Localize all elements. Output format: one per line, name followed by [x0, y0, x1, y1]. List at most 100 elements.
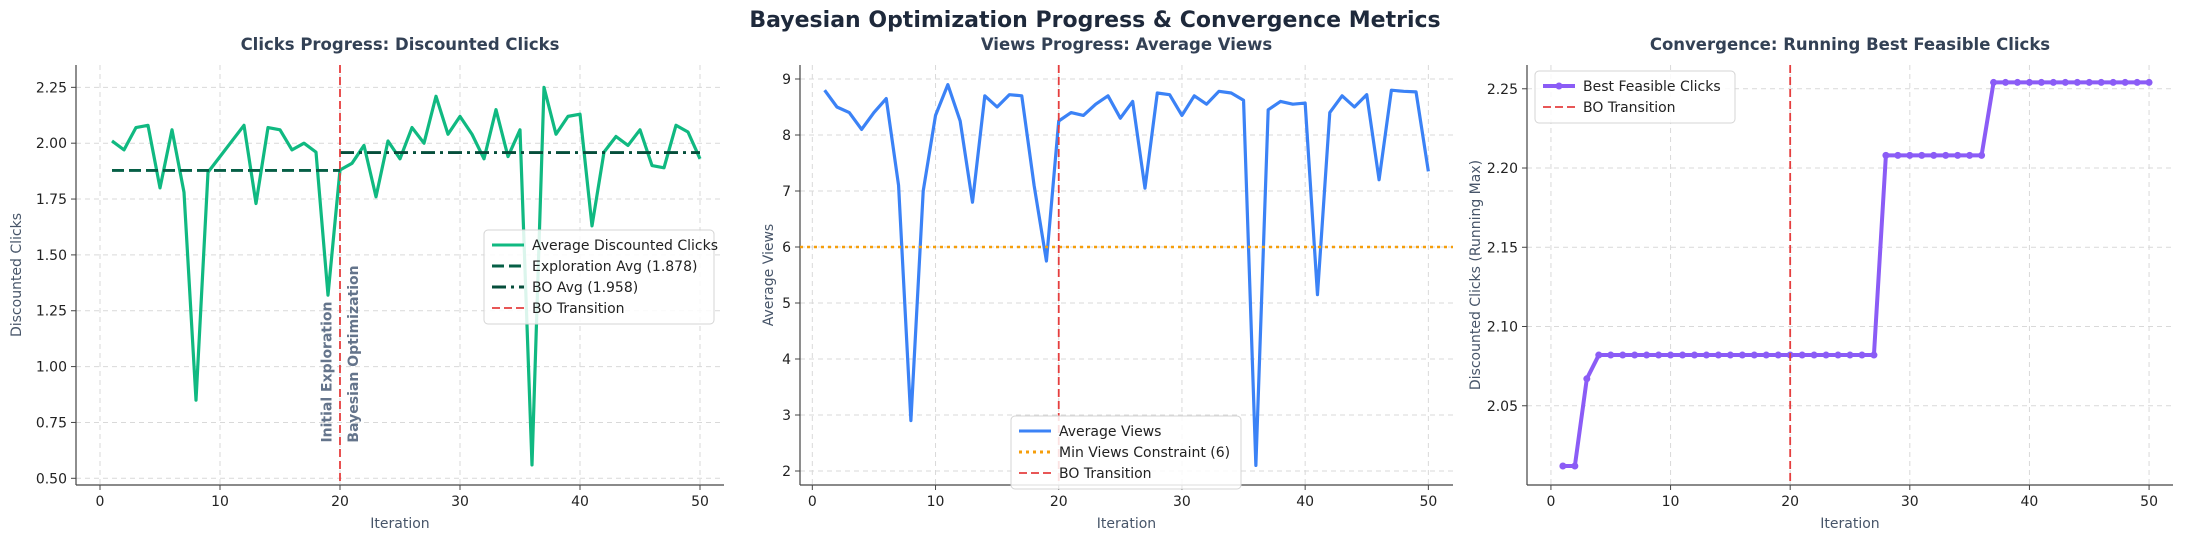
data-point	[1930, 151, 1938, 159]
plot-area	[111, 65, 702, 485]
plot-area	[1559, 65, 2153, 485]
y-tick-label: 7	[782, 184, 791, 200]
data-point	[1750, 351, 1758, 359]
data-point	[2061, 78, 2069, 86]
y-tick-label: 9	[782, 72, 791, 88]
x-axis-label: Iteration	[1820, 516, 1879, 532]
data-point	[2121, 78, 2129, 86]
legend-label: Average Discounted Clicks	[532, 238, 718, 254]
data-point	[2073, 78, 2081, 86]
data-point	[1918, 151, 1926, 159]
data-point	[1631, 351, 1639, 359]
data-point	[1702, 351, 1710, 359]
data-point	[1714, 351, 1722, 359]
data-point	[1726, 351, 1734, 359]
data-point	[1954, 151, 1962, 159]
chart-clicks-progress: 0 10 20 30 40 50 0.50 0.75 1.00 1.25 1.50 1.75 2.00 2…	[9, 35, 724, 532]
y-axis-label: Discounted Clicks (Running Max)	[1468, 160, 1484, 390]
legend-label: BO Transition	[1583, 100, 1676, 116]
data-point	[2025, 78, 2033, 86]
data-point	[2097, 78, 2105, 86]
legend-label: BO Avg (1.958)	[532, 280, 638, 296]
x-tick-label: 10	[1662, 494, 1680, 510]
data-point	[1607, 351, 1615, 359]
x-axis-label: Iteration	[370, 516, 429, 532]
figure-title: Bayesian Optimization Progress & Converg…	[749, 8, 1440, 33]
data-point	[1690, 351, 1698, 359]
data-point	[1738, 351, 1746, 359]
y-tick-label: 2.25	[1487, 82, 1518, 98]
x-tick-label: 20	[1050, 494, 1068, 510]
x-tick-label: 20	[1781, 494, 1799, 510]
data-point	[1595, 351, 1603, 359]
y-tick-label: 1.00	[36, 360, 67, 376]
data-point	[1619, 351, 1627, 359]
y-tick-label: 2.05	[1487, 399, 1518, 415]
data-point	[1894, 151, 1902, 159]
data-point	[2013, 78, 2021, 86]
y-tick-label: 8	[782, 128, 791, 144]
y-tick-label: 0.75	[36, 415, 67, 431]
legend-clicks: Average Discounted Clicks Exploration Avg…	[483, 229, 718, 325]
data-point	[2145, 78, 2153, 86]
x-tick-label: 30	[1173, 494, 1191, 510]
y-tick-label: 2.10	[1487, 320, 1518, 336]
x-axis-label: Iteration	[1097, 516, 1156, 532]
legend-label: Exploration Avg (1.878)	[532, 259, 697, 275]
x-tick-label: 50	[1419, 494, 1437, 510]
chart-title: Clicks Progress: Discounted Clicks	[241, 35, 560, 54]
data-point	[1846, 351, 1854, 359]
legend-label: BO Transition	[532, 301, 625, 317]
data-point	[1679, 351, 1687, 359]
data-point	[1583, 375, 1591, 383]
y-tick-label: 1.75	[36, 192, 67, 208]
data-point	[2085, 78, 2093, 86]
x-tick-label: 0	[1546, 494, 1555, 510]
data-point	[1966, 151, 1974, 159]
legend-label: Min Views Constraint (6)	[1059, 445, 1230, 461]
y-tick-label: 1.50	[36, 248, 67, 264]
legend-frame	[1534, 70, 1736, 124]
annotation-bayesian-optimization: Bayesian Optimization	[346, 265, 362, 442]
legend-views: Average Views Min Views Constraint (6) BO …	[1010, 415, 1242, 490]
x-tick-label: 50	[2140, 494, 2158, 510]
data-point	[1834, 351, 1842, 359]
x-tick-label: 30	[1901, 494, 1919, 510]
series-line-clicks	[111, 85, 702, 467]
y-tick-label: 2.25	[36, 80, 67, 96]
legend-frame	[483, 229, 715, 325]
y-tick-label: 2.20	[1487, 161, 1518, 177]
y-tick-label: 4	[782, 352, 791, 368]
data-point	[1774, 351, 1782, 359]
y-axis-label: Discounted Clicks	[9, 213, 25, 337]
legend-label: Best Feasible Clicks	[1583, 79, 1721, 95]
data-point	[1906, 151, 1914, 159]
x-tick-label: 0	[808, 494, 817, 510]
plot-area	[800, 65, 1453, 485]
chart-title: Convergence: Running Best Feasible Click…	[1650, 35, 2050, 54]
x-tick-label: 10	[211, 494, 229, 510]
x-tick-label: 40	[1296, 494, 1314, 510]
legend-marker	[1555, 82, 1563, 90]
x-tick-label: 30	[451, 494, 469, 510]
x-tick-label: 40	[571, 494, 589, 510]
legend-frame	[1010, 415, 1242, 490]
y-tick-label: 1.25	[36, 304, 67, 320]
y-tick-label: 5	[782, 296, 791, 312]
x-tick-label: 20	[331, 494, 349, 510]
data-point	[1822, 351, 1830, 359]
y-tick-label: 6	[782, 240, 791, 256]
y-tick-label: 2.15	[1487, 240, 1518, 256]
chart-title: Views Progress: Average Views	[981, 35, 1273, 54]
data-point	[1978, 151, 1986, 159]
series-line-views	[823, 82, 1430, 467]
legend-convergence: Best Feasible Clicks BO Transition	[1534, 70, 1736, 124]
data-point	[1798, 351, 1806, 359]
data-point	[1667, 351, 1675, 359]
data-point	[1942, 151, 1950, 159]
data-point	[1870, 351, 1878, 359]
y-axis-label: Average Views	[761, 224, 777, 326]
data-point	[2109, 78, 2117, 86]
data-point	[1762, 351, 1770, 359]
x-tick-label: 0	[96, 494, 105, 510]
